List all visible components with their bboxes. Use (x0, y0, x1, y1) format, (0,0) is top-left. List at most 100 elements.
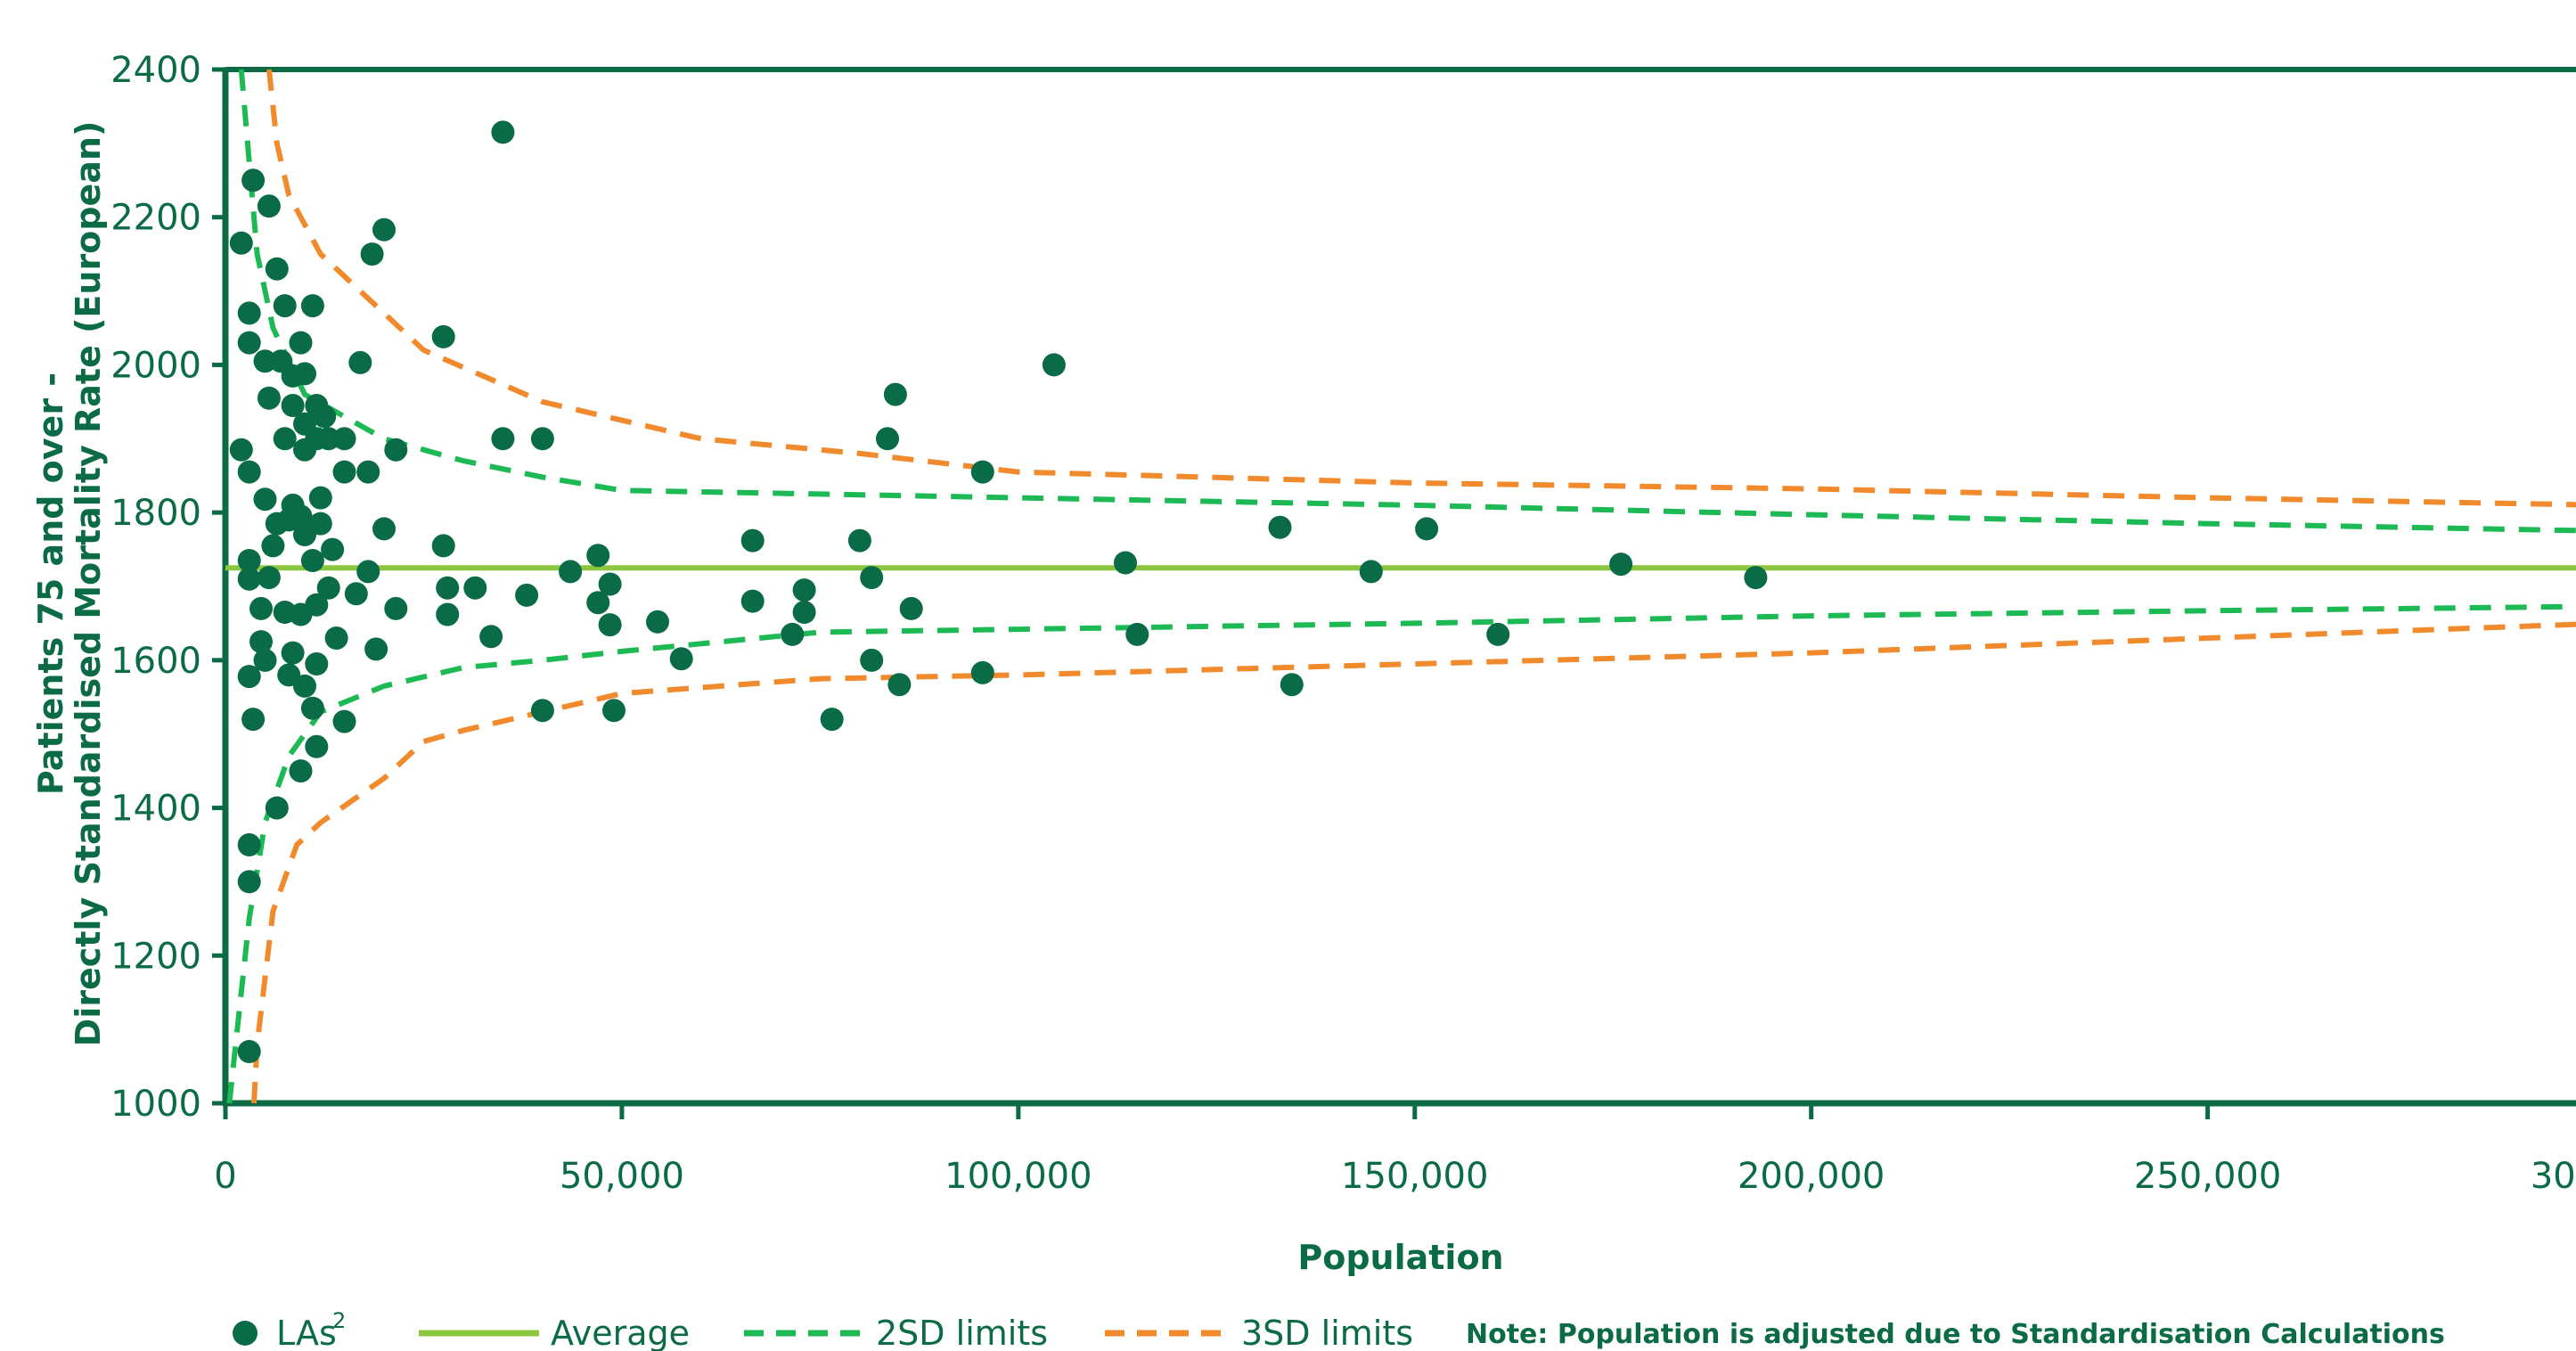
la-data-point (883, 382, 907, 406)
y-tick-label: 2200 (110, 198, 201, 239)
la-data-point (860, 566, 884, 590)
la-data-point (332, 427, 356, 451)
la-data-point (586, 591, 610, 615)
legend-las-marker (233, 1321, 258, 1346)
la-data-point (463, 576, 487, 600)
la-data-point (229, 438, 253, 462)
la-data-point (237, 665, 261, 689)
la-data-point (598, 572, 622, 596)
la-data-point (237, 870, 261, 894)
la-data-point (876, 427, 899, 451)
la-data-point (305, 734, 329, 758)
la-data-point (332, 460, 356, 484)
x-tick-label: 0 (214, 1156, 236, 1197)
legend: LAs 2 Average 2SD limits 3SD limits Note… (233, 1308, 2445, 1351)
la-data-point (257, 566, 281, 590)
la-data-point (598, 613, 622, 637)
control-limits (225, 69, 2576, 1104)
y-tick-label: 1400 (110, 789, 201, 830)
la-data-point (1609, 553, 1633, 577)
la-data-point (305, 593, 329, 617)
la-data-point (324, 626, 348, 650)
la-data-point (348, 350, 372, 374)
la-data-point (792, 601, 816, 624)
la-data-point (316, 427, 340, 451)
la-data-point (237, 331, 261, 355)
la-data-point (384, 438, 408, 462)
la-data-point (820, 708, 844, 732)
legend-average-label: Average (551, 1314, 690, 1351)
la-data-point (289, 504, 313, 528)
la-data-point (237, 833, 261, 856)
la-data-point (356, 460, 380, 484)
la-data-point (281, 641, 305, 665)
la-data-point (261, 534, 285, 558)
la-data-point (646, 610, 669, 634)
x-tick-label: 150,000 (1341, 1156, 1488, 1197)
la-data-point (384, 596, 408, 620)
la-data-point (237, 567, 261, 591)
la-data-point (740, 589, 765, 613)
y-tick-label: 2400 (110, 50, 201, 91)
la-data-point (257, 386, 281, 410)
la-data-point (308, 512, 332, 536)
la-data-point (253, 487, 277, 512)
la-data-point (586, 544, 610, 568)
la-data-point (431, 534, 455, 558)
la-data-point (1280, 673, 1304, 697)
x-axis-ticks: 0 50,000 100,000 150,000 200,000 250,000 300,0… (214, 1103, 2576, 1197)
la-data-point (253, 648, 277, 672)
la-data-point (249, 630, 273, 654)
la-data-point (273, 294, 297, 318)
y-axis-ticks: 1000 1200 1400 1600 1800 2000 2200 2400 (110, 50, 225, 1125)
data-points (229, 120, 1768, 1063)
la-data-point (491, 427, 515, 451)
legend-2sd-label: 2SD limits (876, 1314, 1048, 1351)
x-tick-label: 300,000 (2531, 1156, 2576, 1197)
la-data-point (293, 362, 316, 386)
la-data-point (237, 301, 261, 325)
la-data-point (332, 709, 356, 733)
la-data-point (860, 648, 884, 672)
la-data-point (899, 596, 923, 620)
y-tick-label: 1200 (110, 936, 201, 977)
legend-las-superscript: 2 (332, 1308, 346, 1333)
la-data-point (1359, 560, 1383, 584)
la-data-point (237, 1040, 261, 1063)
la-data-point (1744, 566, 1768, 590)
y-axis-title-line1: Patients 75 and over - (31, 373, 70, 795)
la-data-point (559, 560, 583, 584)
legend-las-label: LAs (276, 1314, 337, 1351)
la-data-point (1042, 353, 1066, 377)
x-tick-label: 250,000 (2134, 1156, 2281, 1197)
lower-3sd-limit-line (251, 621, 2576, 1104)
la-data-point (281, 394, 305, 417)
y-tick-label: 1000 (110, 1084, 201, 1125)
la-data-point (479, 625, 503, 649)
x-axis-title: Population (1297, 1238, 1503, 1277)
la-data-point (364, 637, 388, 661)
la-data-point (1486, 622, 1510, 646)
la-data-point (602, 699, 626, 723)
y-axis-title-line2: Directly Standardised Mortality Rate (Eu… (69, 121, 108, 1047)
la-data-point (241, 708, 266, 732)
la-data-point (515, 583, 539, 607)
la-data-point (781, 622, 805, 646)
la-data-point (360, 242, 384, 266)
x-tick-label: 100,000 (945, 1156, 1092, 1197)
la-data-point (740, 528, 765, 553)
population-note: Note: Population is adjusted due to Stan… (1466, 1319, 2445, 1350)
legend-3sd-label: 3SD limits (1241, 1314, 1413, 1351)
x-tick-label: 200,000 (1738, 1156, 1885, 1197)
la-data-point (436, 602, 460, 626)
la-data-point (1415, 517, 1439, 541)
la-data-point (316, 576, 340, 600)
la-data-point (970, 660, 994, 684)
la-data-point (1114, 551, 1137, 575)
la-data-point (1125, 622, 1149, 646)
la-data-point (293, 674, 316, 698)
la-data-point (265, 796, 289, 820)
la-data-point (249, 596, 273, 620)
la-data-point (431, 324, 455, 348)
